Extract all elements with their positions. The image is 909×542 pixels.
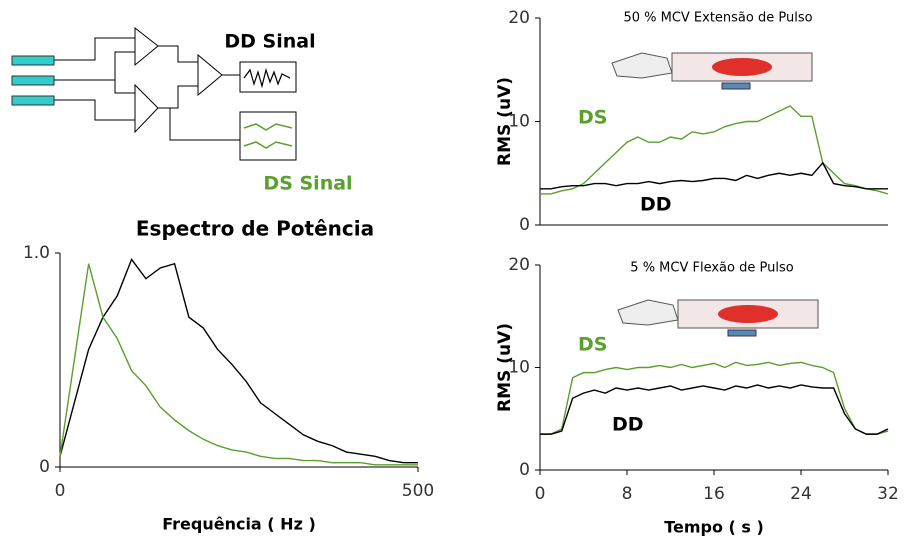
x-tick-label: 16 (703, 484, 725, 504)
x-tick-label: 8 (622, 484, 633, 504)
chart-title: 50 % MCV Extensão de Pulso (623, 11, 812, 26)
annotation: DS (578, 107, 607, 129)
y-tick-label: 0 (39, 457, 50, 477)
y-tick-label: 20 (508, 8, 530, 28)
annotation: DS (578, 334, 607, 356)
electrodes (721, 82, 751, 90)
hand (611, 52, 673, 79)
annotation: DD (640, 194, 672, 216)
data-line (540, 361, 889, 435)
y-tick-label: 10 (508, 358, 530, 378)
y-axis-label: RMS (uV) (495, 77, 515, 166)
arm-illustration (617, 299, 819, 337)
chart-title: Espectro de Potência (136, 217, 374, 241)
x-tick-label: 24 (790, 484, 812, 504)
muscle (718, 305, 778, 323)
x-tick-label: 0 (55, 481, 66, 501)
y-tick-label: 0 (519, 460, 530, 480)
x-axis-label: Tempo ( s ) (664, 518, 764, 537)
arm-illustration (611, 52, 813, 90)
x-tick-label: 0 (535, 484, 546, 504)
muscle (712, 58, 772, 76)
electrodes (727, 329, 757, 337)
data-line (540, 161, 888, 190)
data-line (540, 105, 889, 195)
data-line (59, 257, 418, 464)
y-axis-label: RMS (uV) (495, 323, 515, 412)
data-line (540, 384, 889, 435)
annotation: DD (612, 414, 644, 436)
diagram-label: DS Sinal (263, 173, 352, 195)
x-tick-label: 500 (402, 481, 434, 501)
chart-title: 5 % MCV Flexão de Pulso (630, 261, 793, 276)
circuit-diagram (11, 26, 297, 161)
y-tick-label: 10 (508, 112, 530, 132)
y-tick-label: 20 (508, 255, 530, 275)
y-tick-label: 0 (519, 215, 530, 235)
x-tick-label: 32 (877, 484, 899, 504)
data-line (59, 263, 418, 466)
hand (617, 299, 679, 326)
y-tick-label: 1.0 (23, 243, 50, 263)
diagram-label: DD Sinal (224, 31, 315, 53)
x-axis-label: Frequência ( Hz ) (162, 515, 316, 534)
